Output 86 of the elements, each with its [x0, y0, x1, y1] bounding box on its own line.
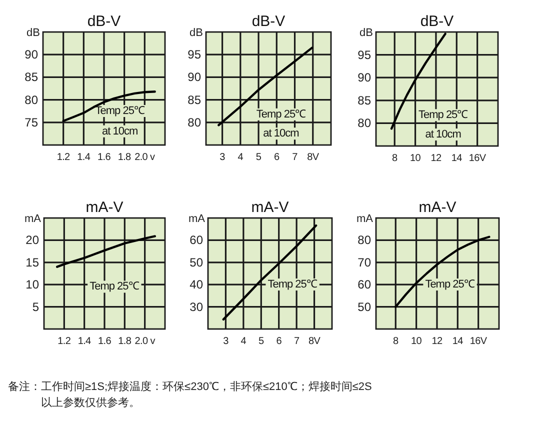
x-tick-label: 5	[258, 336, 265, 347]
chart-title: mA-V	[418, 199, 456, 216]
annotation: at 10cm	[102, 125, 138, 138]
x-tick-label: 6	[276, 336, 282, 347]
chart-title: dB-V	[252, 13, 286, 30]
y-tick-label: 40	[190, 278, 204, 292]
line-series	[218, 46, 314, 126]
x-tick-label: 8V	[307, 152, 320, 163]
annotation: Temp 25℃	[256, 108, 306, 120]
x-tick-label: 1.6	[98, 336, 112, 347]
y-tick-label: 50	[358, 300, 372, 314]
x-tick-label: 14	[452, 336, 464, 347]
y-tick-label: 95	[188, 48, 202, 62]
y-tick-label: 85	[188, 92, 202, 107]
line-series	[394, 236, 490, 308]
y-tick-label: 90	[358, 70, 372, 85]
chart-title: dB-V	[420, 13, 454, 30]
text: 工作时间≥1S;焊接温度：环保≤230℃，非环保≤210℃；焊接时间≤2S	[41, 380, 372, 393]
line-series	[62, 90, 156, 122]
y-axis-title: dB	[190, 27, 203, 39]
x-tick-label: 2.0 v	[134, 336, 156, 347]
x-tick-label: 3	[220, 152, 226, 163]
y-tick-label: 50	[190, 255, 204, 270]
x-tick-label: 1.2	[56, 152, 71, 163]
line-series	[222, 224, 318, 321]
x-tick-label: 1.6	[97, 152, 112, 163]
x-tick-label: 8	[392, 153, 398, 164]
x-tick-label: 3	[223, 336, 230, 347]
annotation: Temp 25℃	[425, 278, 475, 291]
annotation: Temp 25℃	[418, 109, 468, 122]
y-tick-label: 60	[190, 233, 204, 248]
x-tick-label: 1.8	[118, 152, 132, 163]
x-tick-label: 1.2	[58, 336, 72, 347]
y-axis-title: dB	[360, 27, 373, 39]
text: 备注：	[8, 380, 41, 393]
y-axis-title: mA	[356, 213, 374, 225]
y-axis-title: mA	[188, 213, 206, 225]
x-tick-label: 6	[274, 152, 280, 163]
y-tick-label: 5	[32, 300, 40, 314]
x-tick-label: 4	[240, 336, 247, 347]
x-tick-label: 4	[238, 152, 244, 163]
annotation: Temp 25℃	[90, 280, 140, 293]
y-tick-label: 90	[24, 48, 38, 62]
x-tick-label: 10	[411, 336, 422, 347]
x-tick-label: 16V	[470, 336, 488, 347]
x-tick-label: 1.4	[77, 152, 91, 163]
x-tick-label: 8	[393, 336, 400, 347]
chart-title: mA-V	[251, 199, 289, 216]
x-tick-label: 16V	[468, 153, 486, 164]
annotation: at 10cm	[425, 128, 462, 141]
x-tick-label: 10	[410, 153, 422, 164]
y-tick-label: 15	[26, 255, 40, 270]
y-tick-label: 90	[188, 70, 202, 84]
line-series	[390, 32, 446, 130]
annotation: at 10cm	[263, 128, 300, 140]
y-tick-label: 30	[190, 300, 204, 314]
annotation: Temp 25℃	[268, 278, 318, 291]
x-tick-label: 8V	[308, 336, 321, 347]
y-tick-label: 60	[358, 278, 372, 292]
y-tick-label: 95	[358, 48, 372, 62]
y-axis-title: dB	[26, 27, 40, 39]
x-tick-label: 12	[430, 153, 442, 164]
y-tick-label: 85	[24, 70, 38, 84]
y-tick-label: 70	[358, 255, 372, 270]
y-axis-title: mA	[24, 213, 42, 225]
y-tick-label: 10	[26, 278, 40, 292]
y-tick-label: 85	[358, 93, 372, 108]
x-tick-label: 14	[451, 153, 463, 164]
x-tick-label: 2.0 v	[134, 152, 156, 163]
y-tick-label: 80	[188, 115, 202, 130]
x-tick-label: 1.4	[78, 336, 92, 347]
text: 以上参数仅供参考。	[41, 396, 140, 409]
chart-title: mA-V	[86, 199, 124, 216]
y-tick-label: 20	[26, 233, 40, 248]
x-tick-label: 1.8	[118, 336, 132, 347]
x-tick-label: 12	[432, 336, 443, 347]
y-tick-label: 80	[24, 92, 38, 107]
y-tick-label: 75	[24, 115, 38, 130]
y-tick-label: 80	[358, 116, 372, 130]
x-tick-label: 5	[256, 152, 262, 163]
x-tick-label: 7	[294, 336, 300, 347]
line-series	[56, 235, 156, 268]
annotation: Temp 25℃	[95, 105, 145, 118]
y-tick-label: 80	[358, 233, 372, 248]
chart-title: dB-V	[87, 13, 121, 30]
x-tick-label: 7	[292, 152, 298, 163]
